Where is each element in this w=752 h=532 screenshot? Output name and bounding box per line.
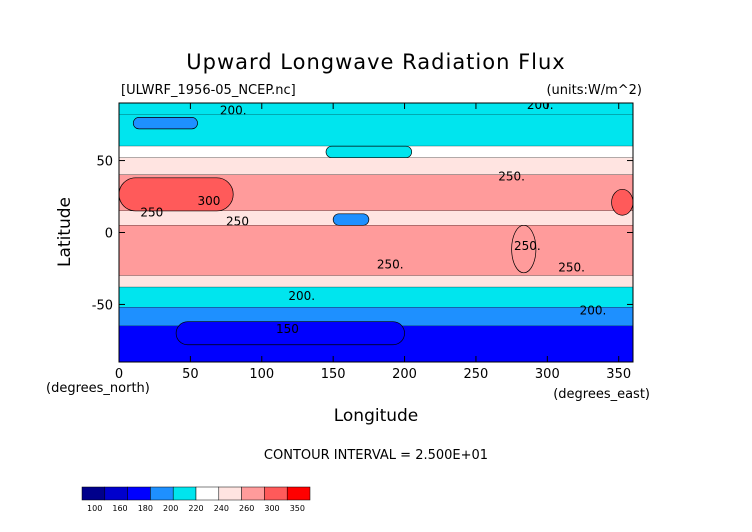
contour-label-1: 200. [527,98,554,112]
x-tick-label-4: 200 [392,367,417,382]
colorbar-swatch-0 [81,486,106,501]
contour-label-6: 250. [377,257,404,271]
x-axis-ticks: 0 50 100 150 200 250 300 350 [115,103,631,382]
field-feature-1 [611,188,633,216]
contour-label-10: 200. [580,304,607,318]
x-tick-label-6: 300 [535,367,560,382]
zonal-band-3 [119,157,633,175]
colorbar-swatch-7 [241,486,265,501]
colorbar-label-5: 240 [214,504,229,513]
x-unit-label: (degrees_east) [553,387,650,402]
zonal-band-5 [119,210,633,226]
colorbar-swatch-9 [286,486,311,501]
y-axis-ticks: 50 0 -50 [92,155,633,313]
x-tick-label-5: 250 [464,367,489,382]
colorbar-label-0: 100 [87,504,102,513]
contour-labels: 200. 200. 300 250 250 250. 250. 250. 250. 200. 200… [140,98,607,336]
x-tick-label-0: 0 [115,367,123,382]
contour-label-0: 200. [220,104,247,118]
colorbar-swatch-2 [127,486,151,501]
x-tick-label-3: 150 [321,367,346,382]
contour-interval-text: CONTOUR INTERVAL = 2.500E+01 [264,448,488,463]
y-unit-label: (degrees_north) [46,381,150,396]
field-feature-4 [132,117,198,130]
zonal-band-6 [119,225,633,276]
x-axis-label: Longitude [334,406,419,426]
zonal-band-9 [119,307,633,327]
contour-label-5: 250. [498,170,525,184]
zonal-band-7 [119,275,633,288]
colorbar-swatch-8 [264,486,288,501]
contour-label-9: 200. [288,289,315,303]
colorbar-label-7: 300 [264,504,279,513]
contour-label-7: 250. [558,260,585,274]
contour-label-3: 250 [140,206,163,220]
colorbar-swatch-1 [104,486,128,501]
colorbar-swatch-3 [150,486,174,501]
colorbar-swatch-4 [172,486,197,501]
field-feature-2 [332,213,370,226]
colorbar-swatch-6 [218,486,242,501]
y-tick-label-2: -50 [92,298,113,313]
source-label: [ULWRF_1956-05_NCEP.nc] [121,83,296,98]
colorbar: 100 160 180 200 220 240 260 300 350 [81,486,311,513]
field-feature-5 [325,145,413,159]
contour-label-11: 150 [276,322,299,336]
units-label: (units:W/m^2) [546,83,642,98]
x-tick-label-7: 350 [606,367,631,382]
field-feature-0 [119,177,234,212]
zonal-band-0 [119,103,633,115]
field-feature-3 [511,224,537,274]
field-feature-6 [175,321,405,346]
x-tick-label-1: 50 [182,367,199,382]
x-tick-label-2: 100 [249,367,274,382]
colorbar-label-1: 160 [112,504,127,513]
colorbar-label-8: 350 [290,504,305,513]
zonal-band-8 [119,287,633,308]
contour-label-4: 250 [226,214,249,228]
y-tick-label-0: 50 [96,155,113,170]
colorbar-label-4: 220 [188,504,203,513]
colorbar-label-3: 200 [163,504,178,513]
zonal-band-1 [119,114,633,147]
contour-label-2: 300 [197,194,220,208]
chart-title: Upward Longwave Radiation Flux [186,50,565,74]
heatmap-field [119,103,633,362]
colorbar-swatch-5 [195,486,220,501]
colorbar-label-6: 260 [239,504,254,513]
y-axis-label: Latitude [55,197,75,267]
y-tick-label-1: 0 [105,227,113,242]
contour-label-8: 250. [514,239,541,253]
colorbar-label-2: 180 [138,504,153,513]
